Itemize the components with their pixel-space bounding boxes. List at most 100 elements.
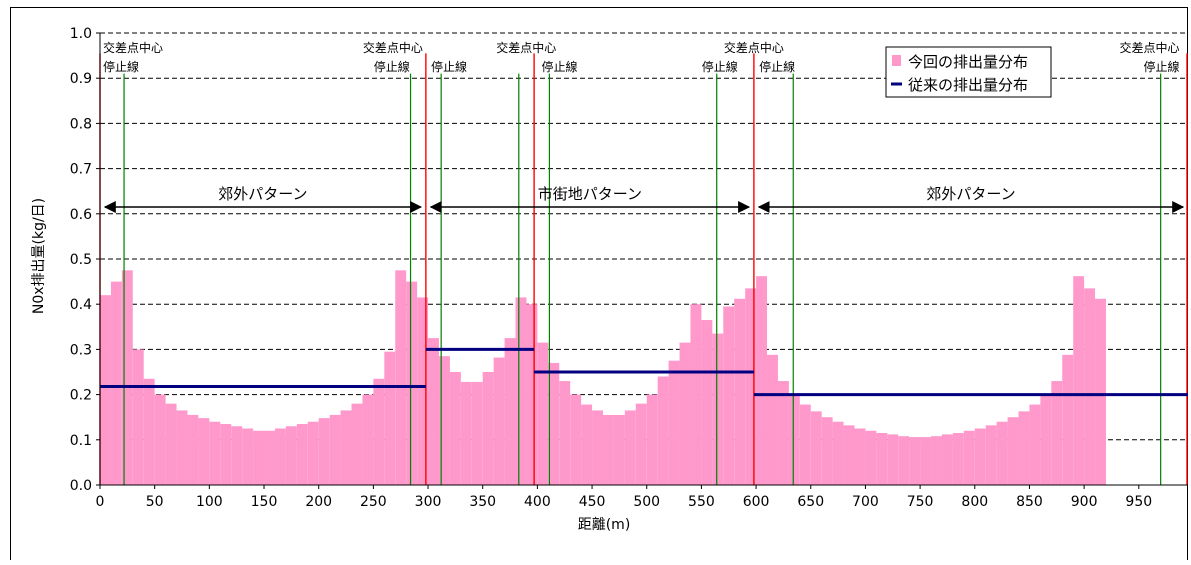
bar bbox=[121, 270, 133, 485]
bar bbox=[165, 403, 177, 485]
bar bbox=[154, 394, 166, 485]
bar bbox=[963, 430, 975, 485]
y-tick-label: 0.7 bbox=[70, 162, 92, 178]
bar bbox=[799, 404, 811, 485]
bar bbox=[1018, 411, 1030, 485]
bar bbox=[1095, 298, 1106, 485]
bar bbox=[449, 372, 461, 485]
x-tick-label: 250 bbox=[360, 494, 387, 510]
conventional-emission-lines bbox=[100, 347, 1188, 397]
bar bbox=[187, 414, 199, 485]
bar bbox=[952, 433, 964, 485]
y-tick-label: 0.1 bbox=[70, 433, 92, 449]
bar bbox=[1040, 395, 1052, 485]
bar bbox=[635, 403, 647, 485]
x-tick-label: 700 bbox=[852, 494, 879, 510]
bar bbox=[143, 378, 155, 485]
current-emission-bars bbox=[100, 270, 1106, 485]
bar bbox=[220, 423, 232, 485]
bar bbox=[373, 378, 385, 485]
bar bbox=[832, 421, 844, 485]
x-tick-label: 650 bbox=[797, 494, 824, 510]
stop-line-label: 停止線 bbox=[103, 59, 139, 74]
bar bbox=[613, 414, 625, 485]
bar bbox=[920, 437, 932, 485]
bar bbox=[482, 372, 494, 485]
bar bbox=[296, 423, 308, 485]
intersection-center-label: 交差点中心 bbox=[496, 40, 556, 55]
x-tick-label: 550 bbox=[688, 494, 715, 510]
bar bbox=[690, 304, 702, 485]
bar bbox=[810, 411, 822, 485]
intersection-center-label: 交差点中心 bbox=[724, 40, 784, 55]
pattern-arrows: 郊外パターン 市街地パターン 郊外パターン bbox=[103, 185, 1185, 214]
bar bbox=[756, 276, 768, 485]
x-axis-title: 距離(m) bbox=[578, 516, 631, 533]
bar bbox=[471, 381, 483, 485]
x-tick-label: 0 bbox=[96, 494, 105, 510]
bar bbox=[767, 354, 778, 485]
x-tick-label: 850 bbox=[1016, 494, 1043, 510]
bar bbox=[646, 394, 658, 485]
y-tick-label: 0.5 bbox=[70, 252, 92, 268]
bar bbox=[515, 297, 527, 485]
x-tick-label: 50 bbox=[146, 494, 164, 510]
bar bbox=[362, 394, 374, 485]
bar bbox=[417, 297, 429, 485]
bar bbox=[941, 434, 953, 485]
bar bbox=[438, 356, 450, 485]
bar bbox=[340, 410, 352, 485]
x-tick-label: 950 bbox=[1125, 494, 1152, 510]
x-tick-label: 450 bbox=[579, 494, 606, 510]
bar bbox=[602, 414, 614, 485]
y-tick-label: 0.9 bbox=[70, 71, 92, 87]
bar bbox=[898, 436, 910, 485]
x-tick-label: 100 bbox=[196, 494, 223, 510]
bar bbox=[821, 417, 833, 485]
pattern-label: 郊外パターン bbox=[218, 185, 307, 203]
bar bbox=[460, 381, 472, 485]
x-tick-label: 600 bbox=[743, 494, 770, 510]
bar bbox=[209, 421, 221, 485]
bar bbox=[745, 288, 757, 485]
x-tick-label: 200 bbox=[305, 494, 332, 510]
bar bbox=[701, 320, 713, 485]
bar bbox=[909, 437, 921, 485]
y-tick-label: 0.8 bbox=[70, 116, 92, 132]
x-tick-label: 400 bbox=[524, 494, 551, 510]
x-tick-label: 500 bbox=[633, 494, 660, 510]
x-tick-label: 300 bbox=[415, 494, 442, 510]
axes: 0.0 0.1 0.2 0.3 0.4 0.5 0.6 0.7 0.8 0.9 1.0 0 50 100 1… bbox=[31, 26, 1188, 533]
bar bbox=[723, 306, 735, 485]
stop-line-label: 停止線 bbox=[759, 59, 795, 74]
stop-line-label: 停止線 bbox=[702, 59, 738, 74]
bar bbox=[679, 342, 691, 485]
bar bbox=[526, 304, 538, 485]
stop-line-label: 停止線 bbox=[374, 59, 410, 74]
bar bbox=[931, 436, 942, 485]
y-tick-label: 1.0 bbox=[70, 26, 92, 42]
bar bbox=[110, 281, 122, 485]
x-tick-label: 900 bbox=[1071, 494, 1098, 510]
y-tick-label: 0.3 bbox=[70, 342, 92, 358]
stop-line-label: 停止線 bbox=[1144, 59, 1180, 74]
bar bbox=[395, 270, 407, 485]
bar bbox=[384, 351, 396, 485]
bar bbox=[712, 333, 724, 485]
x-tick-label: 150 bbox=[251, 494, 278, 510]
bar bbox=[274, 428, 286, 485]
bar bbox=[504, 338, 516, 485]
y-axis-title: N0x排出量(kg/日) bbox=[31, 198, 47, 314]
bar bbox=[264, 430, 275, 485]
bar bbox=[285, 426, 297, 485]
bar bbox=[1029, 404, 1041, 485]
y-tick-label: 0.6 bbox=[70, 207, 92, 223]
bar bbox=[428, 338, 439, 485]
bar bbox=[537, 342, 549, 485]
bar bbox=[592, 410, 603, 485]
y-tick-label: 0.2 bbox=[70, 388, 92, 404]
bar bbox=[198, 418, 210, 485]
pattern-label: 市街地パターン bbox=[538, 185, 642, 203]
